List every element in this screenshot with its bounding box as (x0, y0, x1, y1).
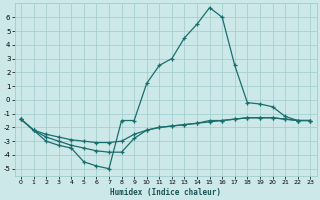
X-axis label: Humidex (Indice chaleur): Humidex (Indice chaleur) (110, 188, 221, 197)
